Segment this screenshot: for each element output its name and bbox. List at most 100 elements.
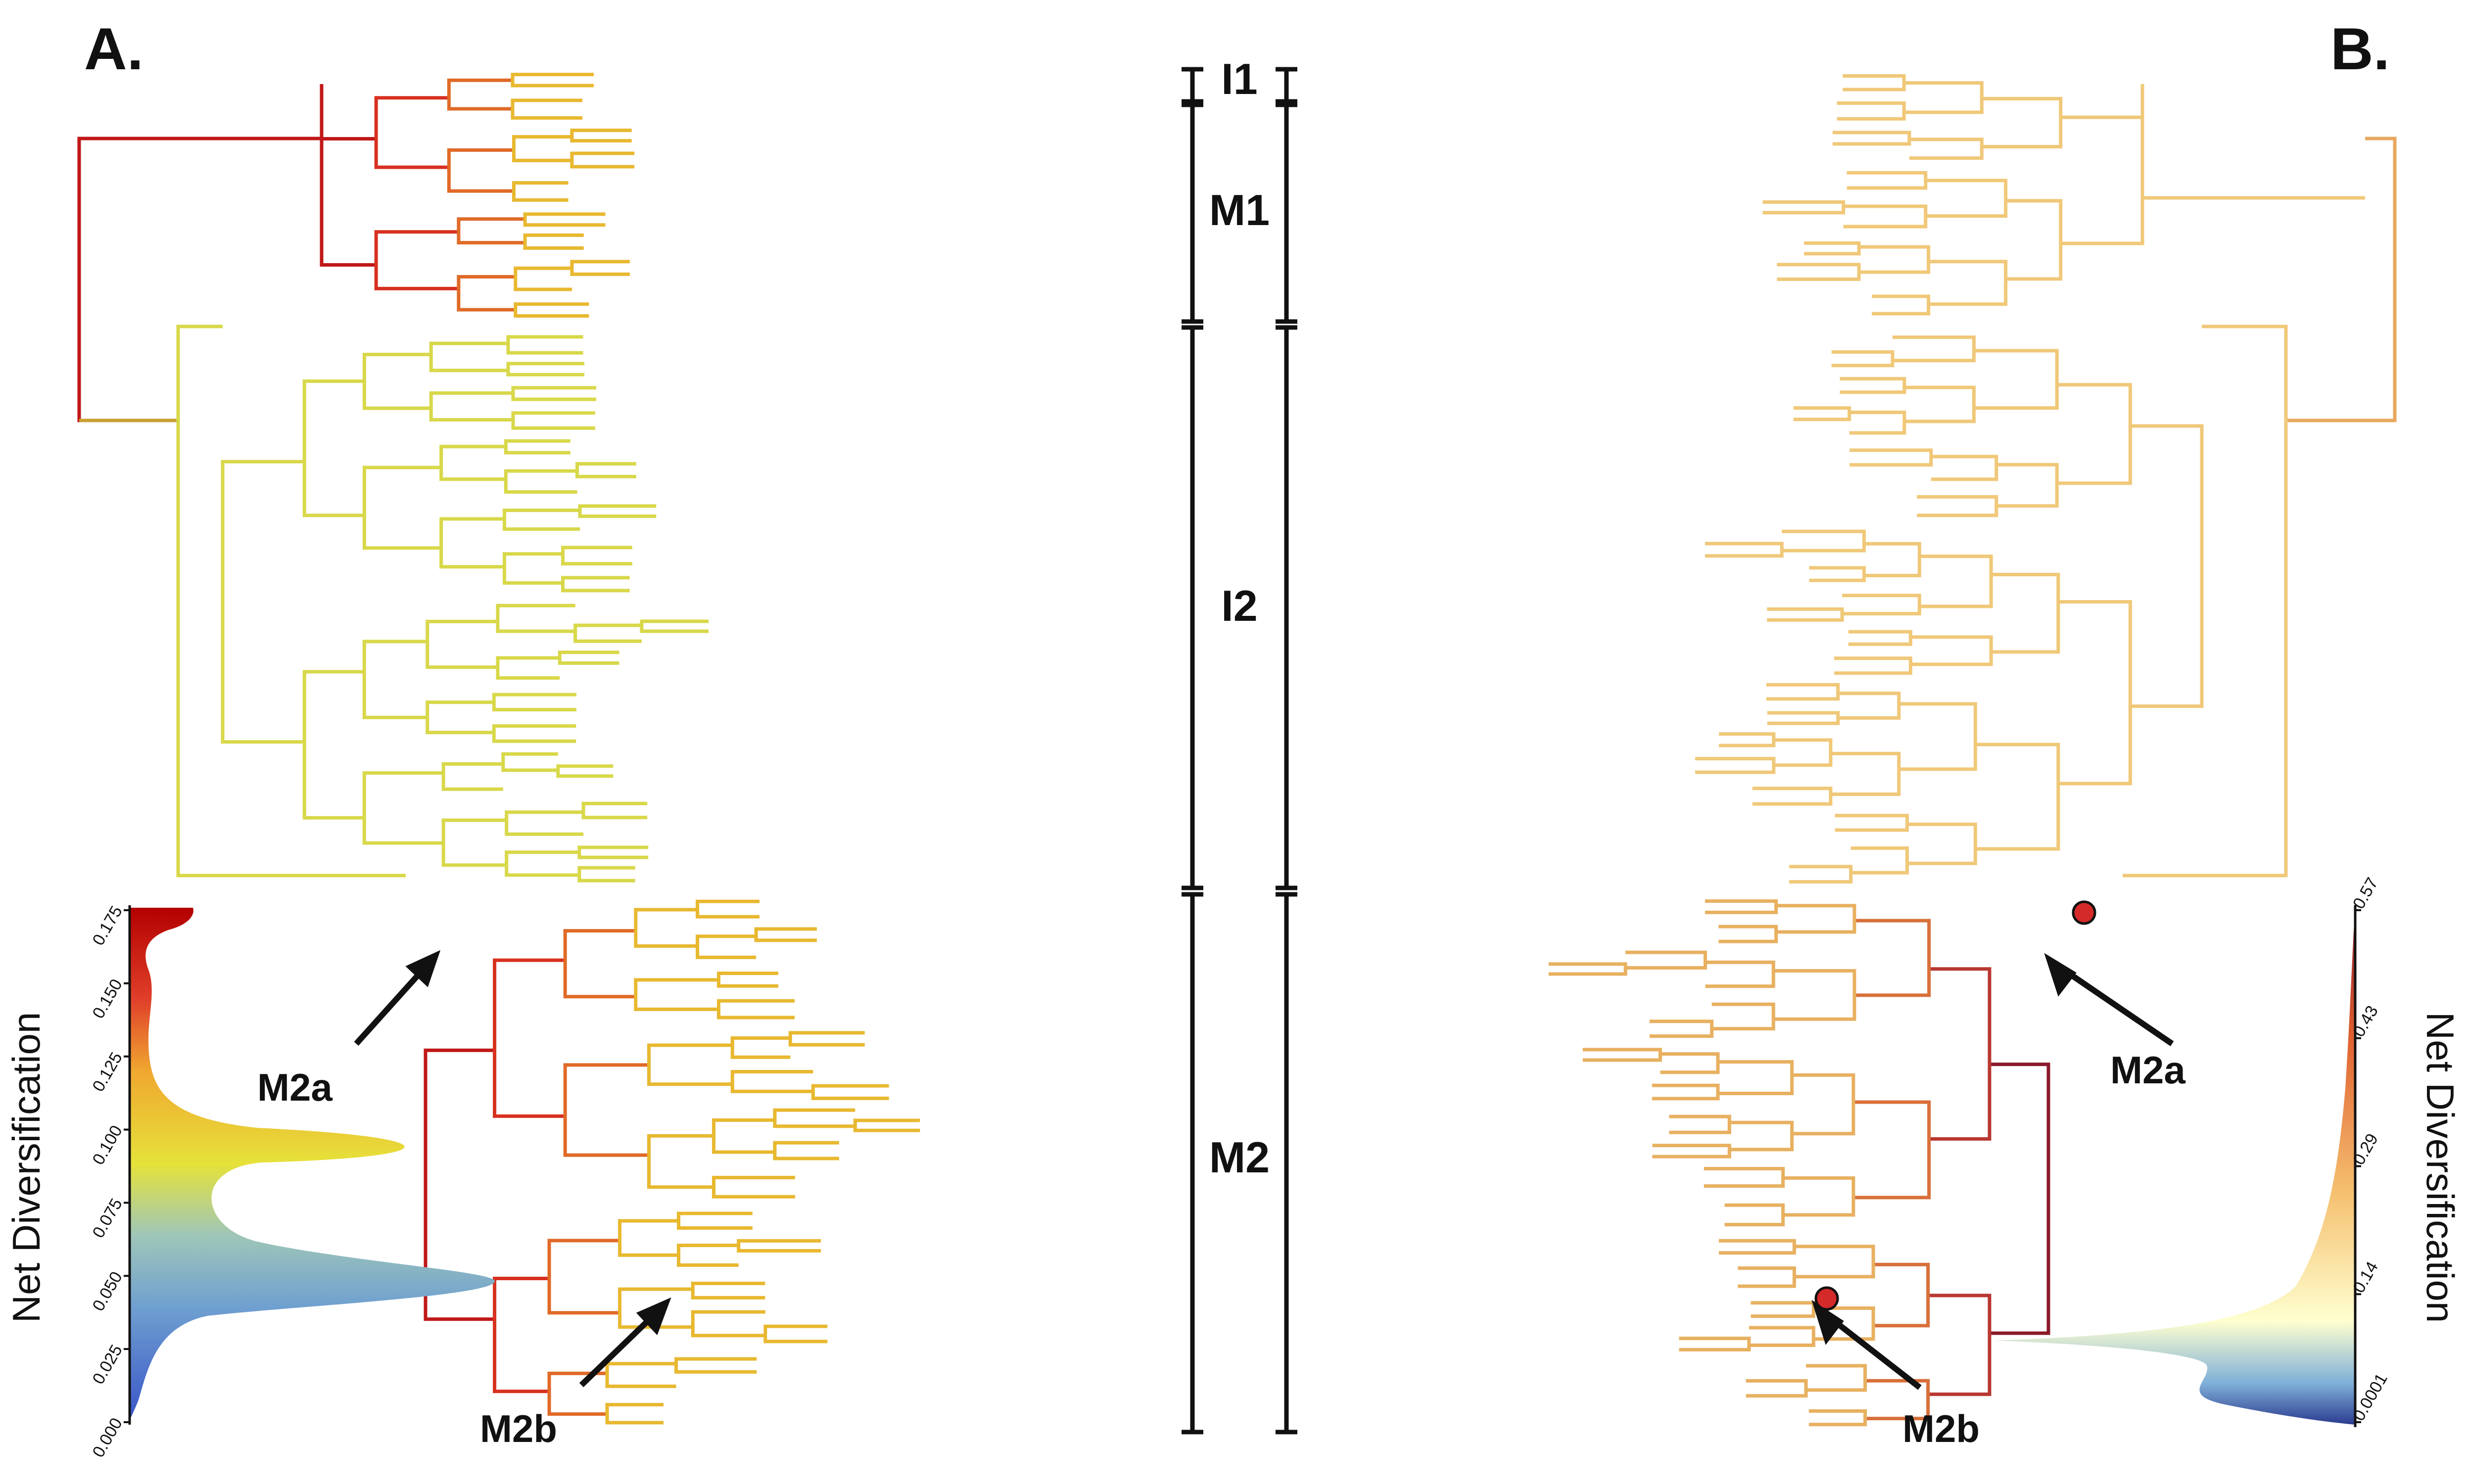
left-internal-branch [696, 899, 759, 919]
left-internal-branch [362, 640, 427, 719]
right-internal-branch [1705, 960, 1775, 988]
legend-tick-label: 0.000 [89, 1415, 126, 1461]
left-internal-branch [691, 1310, 765, 1338]
left-internal-branch [558, 650, 619, 665]
left-phylogeny-tree [77, 68, 1180, 1430]
panel-letter-b: B. [2330, 16, 2390, 82]
arrow-label-right-m2b: M2b [1902, 1407, 1980, 1450]
right-internal-branch [1907, 822, 1977, 865]
right-internal-branch [1746, 1379, 1808, 1398]
shift-marker-m2b [1814, 1286, 1839, 1311]
right-internal-branch [1849, 411, 1906, 435]
right-internal-branch [1904, 81, 1984, 114]
right-internal-branch [1835, 814, 1909, 832]
left-internal-branch [501, 752, 558, 772]
right-internal-branch [1649, 1020, 1714, 1038]
clade-label-m2: M2 [1209, 1133, 1270, 1182]
arrows [354, 950, 2174, 1390]
right-internal-branch [1705, 899, 1778, 915]
left-internal-branch [492, 724, 576, 743]
left-internal-branch [439, 517, 505, 569]
left-internal-branch [561, 546, 632, 566]
right-internal-branch [1718, 1239, 1796, 1255]
right-internal-branch [1813, 1306, 1875, 1341]
right-internal-branch [1843, 74, 1906, 92]
right-tree-internal-branches [1548, 74, 2397, 1427]
clade-label-m1: M1 [1209, 186, 1270, 234]
left-internal-branch [573, 623, 642, 643]
arrow-label-right-m2a: M2a [2110, 1048, 2185, 1092]
left-internal-branch [788, 1031, 865, 1047]
right-internal-branch [1762, 200, 1846, 215]
left-internal-branch [754, 927, 817, 942]
left-internal-branch [511, 411, 595, 430]
left-internal-branch [302, 670, 365, 820]
left-internal-branch [362, 353, 431, 410]
left-internal-branch [676, 1244, 739, 1267]
left-internal-branch [634, 978, 719, 1011]
right-internal-branch [1982, 96, 2063, 148]
legend-left-density [130, 908, 495, 1420]
right-internal-branch [1729, 1120, 1794, 1152]
right-internal-branch [1854, 919, 1931, 997]
right-stem-a [2140, 84, 2365, 200]
right-internal-branch [1892, 335, 1976, 363]
arrow-right-m2a [2061, 967, 2174, 1046]
right-internal-branch [1773, 738, 1833, 767]
right-internal-branch [1831, 350, 1895, 368]
clade-label-i2: I2 [1221, 581, 1257, 630]
right-internal-branch [1717, 1060, 1794, 1095]
right-stem-b [2202, 325, 2288, 420]
right-internal-branch [1705, 542, 1784, 558]
right-internal-branch [1767, 711, 1840, 725]
right-internal-branch [1898, 702, 1977, 771]
left-internal-branch [647, 1134, 714, 1189]
left-internal-branch [429, 341, 509, 372]
left-tree-internal-branches [77, 73, 920, 1425]
right-internal-branch [1652, 1144, 1731, 1159]
left-internal-branch [556, 764, 614, 778]
right-internal-branch [1843, 204, 1928, 229]
left-internal-branch [506, 335, 583, 355]
right-internal-branch [1582, 1048, 1662, 1062]
right-internal-branch [1792, 1073, 1855, 1136]
right-internal-branch [1652, 1083, 1720, 1101]
left-internal-branch [457, 217, 525, 245]
arrow-right-m2b-head [1811, 1299, 1844, 1345]
right-stem-c [2123, 420, 2288, 878]
right-internal-branch [1928, 260, 2008, 306]
legend-left-title: Net Diversification [4, 1012, 48, 1323]
left-internal-branch [811, 1084, 889, 1100]
right-internal-branch [1767, 607, 1844, 622]
right-internal-branch [1782, 529, 1866, 553]
right-internal-branch [1838, 692, 1901, 720]
right-internal-branch [1548, 962, 1627, 976]
right-internal-branch [1929, 967, 1992, 1141]
left-internal-branch [511, 98, 582, 120]
arrow-label-left-m2b: M2b [480, 1407, 557, 1450]
right-internal-branch [1718, 925, 1778, 943]
legend-right-density [1994, 908, 2355, 1425]
left-stem-c [176, 325, 223, 420]
right-internal-branch [1777, 263, 1861, 281]
left-internal-branch [712, 1118, 775, 1154]
right-internal-branch [1975, 742, 2060, 851]
right-internal-branch [1669, 1114, 1731, 1134]
clade-brackets [1182, 67, 1297, 1435]
left-internal-branch [547, 1371, 608, 1416]
legend-right-title: Net Diversification [2419, 1012, 2462, 1323]
right-internal-branch [1832, 131, 1911, 146]
legend-tick-label: 0.025 [89, 1342, 126, 1388]
right-internal-branch [1752, 787, 1833, 806]
left-internal-branch [696, 934, 757, 959]
left-internal-branch [457, 275, 516, 312]
arrow-left-m2a-head [405, 950, 441, 987]
right-internal-branch [1806, 1364, 1867, 1392]
right-internal-branch [2130, 424, 2204, 708]
left-internal-branch [492, 693, 576, 712]
right-phylogeny-tree [1311, 68, 2397, 1430]
right-internal-branch [1804, 241, 1861, 256]
right-internal-branch [1793, 406, 1851, 421]
left-internal-branch [674, 1357, 757, 1374]
